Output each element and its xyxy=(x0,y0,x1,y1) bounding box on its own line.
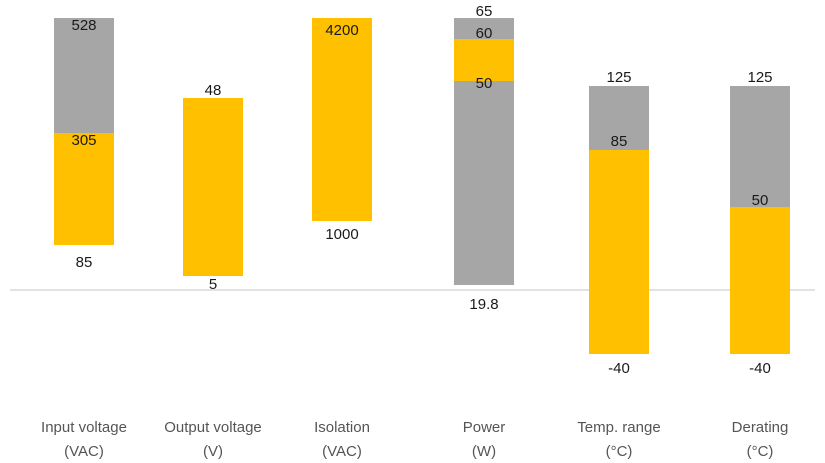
bar-temp-range-range-0 xyxy=(589,150,649,354)
bar-power-extension-0 xyxy=(454,81,514,285)
category-label-derating-line2: (°C) xyxy=(747,443,774,460)
bar-isolation-range-0 xyxy=(312,18,372,221)
bar-temp-range-extension-1 xyxy=(589,86,649,150)
value-label-derating-low: -40 xyxy=(749,360,771,377)
category-label-power-line1: Power xyxy=(463,419,506,436)
category-label-output-voltage-line1: Output voltage xyxy=(164,419,262,436)
category-label-input-voltage-line1: Input voltage xyxy=(41,419,127,436)
value-label-output-voltage-low: 5 xyxy=(209,276,217,293)
bar-derating-extension-1 xyxy=(730,86,790,207)
value-label-power-high-0: 50 xyxy=(476,75,493,92)
category-label-derating-line1: Derating xyxy=(732,419,789,436)
category-label-isolation-line2: (VAC) xyxy=(322,443,362,460)
category-label-input-voltage-line2: (VAC) xyxy=(64,443,104,460)
value-label-temp-range-low: -40 xyxy=(608,360,630,377)
value-label-power-low: 19.8 xyxy=(469,296,498,313)
value-label-temp-range-high-0: 85 xyxy=(611,133,628,150)
value-label-derating-high-1: 125 xyxy=(747,69,772,86)
value-label-temp-range-high-1: 125 xyxy=(606,69,631,86)
value-label-derating-high-0: 50 xyxy=(752,192,769,209)
bar-input-voltage-range-0 xyxy=(54,133,114,245)
category-label-power-line2: (W) xyxy=(472,443,496,460)
value-label-isolation-high-0: 4200 xyxy=(325,22,358,39)
category-label-isolation-line1: Isolation xyxy=(314,419,370,436)
category-label-output-voltage-line2: (V) xyxy=(203,443,223,460)
value-label-input-voltage-low: 85 xyxy=(76,254,93,271)
bar-power-extension-2 xyxy=(454,18,514,39)
value-label-power-high-2: 65 xyxy=(476,3,493,20)
category-label-temp-range-line1: Temp. range xyxy=(577,419,660,436)
bar-power-range-1 xyxy=(454,39,514,81)
value-label-power-high-1: 60 xyxy=(476,25,493,42)
bar-input-voltage-extension-1 xyxy=(54,18,114,133)
category-label-temp-range-line2: (°C) xyxy=(606,443,633,460)
bar-derating-range-0 xyxy=(730,207,790,354)
value-label-isolation-low: 1000 xyxy=(325,226,358,243)
value-label-input-voltage-high-1: 528 xyxy=(71,17,96,34)
value-label-output-voltage-high-0: 48 xyxy=(205,82,222,99)
value-label-input-voltage-high-0: 305 xyxy=(71,132,96,149)
bar-output-voltage-range-0 xyxy=(183,98,243,276)
